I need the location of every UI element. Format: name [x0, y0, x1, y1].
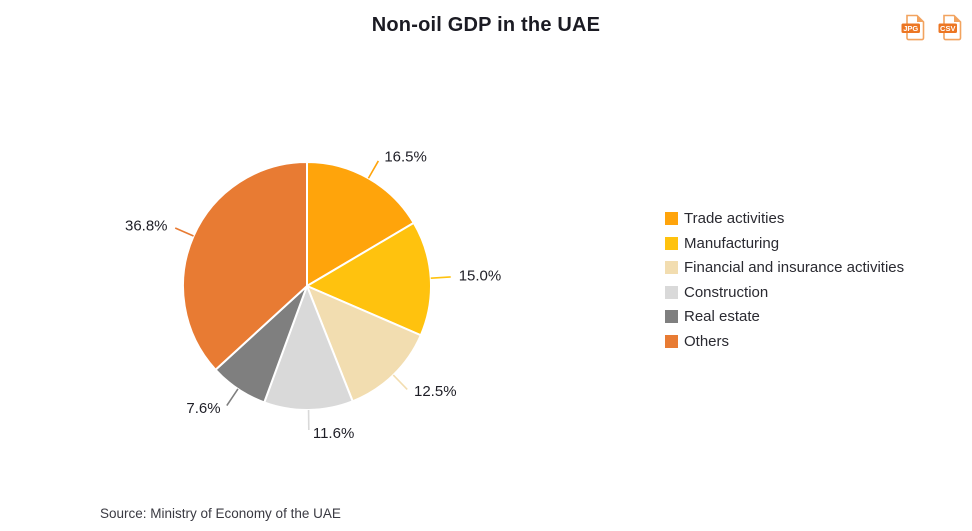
page-title: Non-oil GDP in the UAE [371, 14, 601, 36]
pie-chart: 16.5% 15.0% 12.5% 11.6% 7.6% 36.8% [125, 148, 502, 442]
file-label-band [901, 23, 920, 33]
export-csv-label: CSV [940, 24, 955, 33]
pie-slice-financial-and-insurance-activities[interactable] [306, 285, 422, 403]
legend-swatch-icon [665, 334, 678, 348]
slice-percent-label: 12.5% [414, 383, 457, 400]
export-toolbar: JPG CSV [899, 14, 964, 41]
slice-percent-label: 11.6% [313, 425, 354, 442]
label-leader-line [367, 160, 380, 179]
pie-slice-construction[interactable] [263, 285, 354, 411]
slice-percent-label: 7.6% [186, 400, 220, 417]
legend-item-real-estate[interactable]: Real estate [665, 308, 904, 325]
file-dogear [954, 15, 961, 22]
pie-slice-others[interactable] [182, 161, 308, 371]
export-jpg-icon[interactable]: JPG [899, 14, 927, 41]
legend-item-manufacturing[interactable]: Manufacturing [665, 234, 904, 252]
legend-item-financial-and-insurance-activities[interactable]: Financial and insurance activities [665, 259, 905, 276]
legend-item-label: Real estate [684, 308, 760, 325]
legend-item-construction[interactable]: Construction [665, 283, 904, 301]
legend-item-label: Construction [684, 283, 769, 301]
file-dogear [917, 15, 924, 22]
export-jpg-label: JPG [903, 24, 918, 33]
label-leader-line [226, 388, 239, 407]
slice-percent-label: 16.5% [384, 148, 427, 165]
legend-swatch-icon [665, 285, 678, 299]
source-note: Source: Ministry of Economy of the UAE [100, 506, 341, 521]
legend-item-label: Others [684, 332, 730, 350]
pie-slice-trade-activities[interactable] [306, 161, 415, 287]
legend-swatch-icon [665, 310, 678, 323]
legend-item-others[interactable]: Others [665, 332, 904, 350]
legend-swatch-icon [665, 212, 678, 225]
export-csv-icon[interactable]: CSV [936, 14, 964, 41]
legend-swatch-icon [665, 261, 678, 274]
chart-legend: Trade activities Manufacturing Financial a… [665, 210, 905, 359]
label-leader-line [174, 227, 194, 237]
file-label-band [938, 23, 957, 33]
slice-percent-label: 36.8% [125, 217, 168, 234]
label-leader-line [430, 276, 451, 280]
legend-item-trade-activities[interactable]: Trade activities [665, 210, 904, 227]
legend-item-label: Trade activities [684, 210, 785, 227]
legend-item-label: Financial and insurance activities [684, 259, 905, 276]
legend-swatch-icon [665, 236, 678, 250]
slice-percent-label: 15.0% [459, 268, 502, 285]
label-leader-line [392, 374, 408, 390]
legend-item-label: Manufacturing [684, 234, 780, 252]
pie-slice-manufacturing[interactable] [306, 221, 432, 337]
